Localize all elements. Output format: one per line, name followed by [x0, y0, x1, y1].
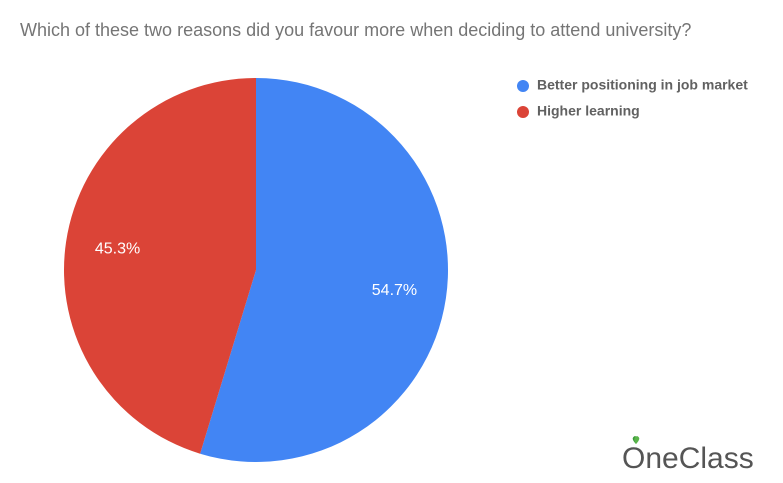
legend-marker	[517, 106, 529, 118]
pie-slice	[200, 78, 448, 462]
legend-label: Better positioning in job market	[537, 77, 748, 93]
pie-slice	[63, 78, 256, 454]
chart-title: Which of these two reasons did you favou…	[20, 20, 692, 40]
legend-marker	[517, 80, 529, 92]
watermark: OneClass	[622, 442, 754, 475]
legend-label: Higher learning	[537, 103, 640, 119]
value-label: 45.3%	[95, 241, 140, 258]
value-label: 54.7%	[372, 282, 417, 299]
logo-leaf	[632, 436, 640, 444]
